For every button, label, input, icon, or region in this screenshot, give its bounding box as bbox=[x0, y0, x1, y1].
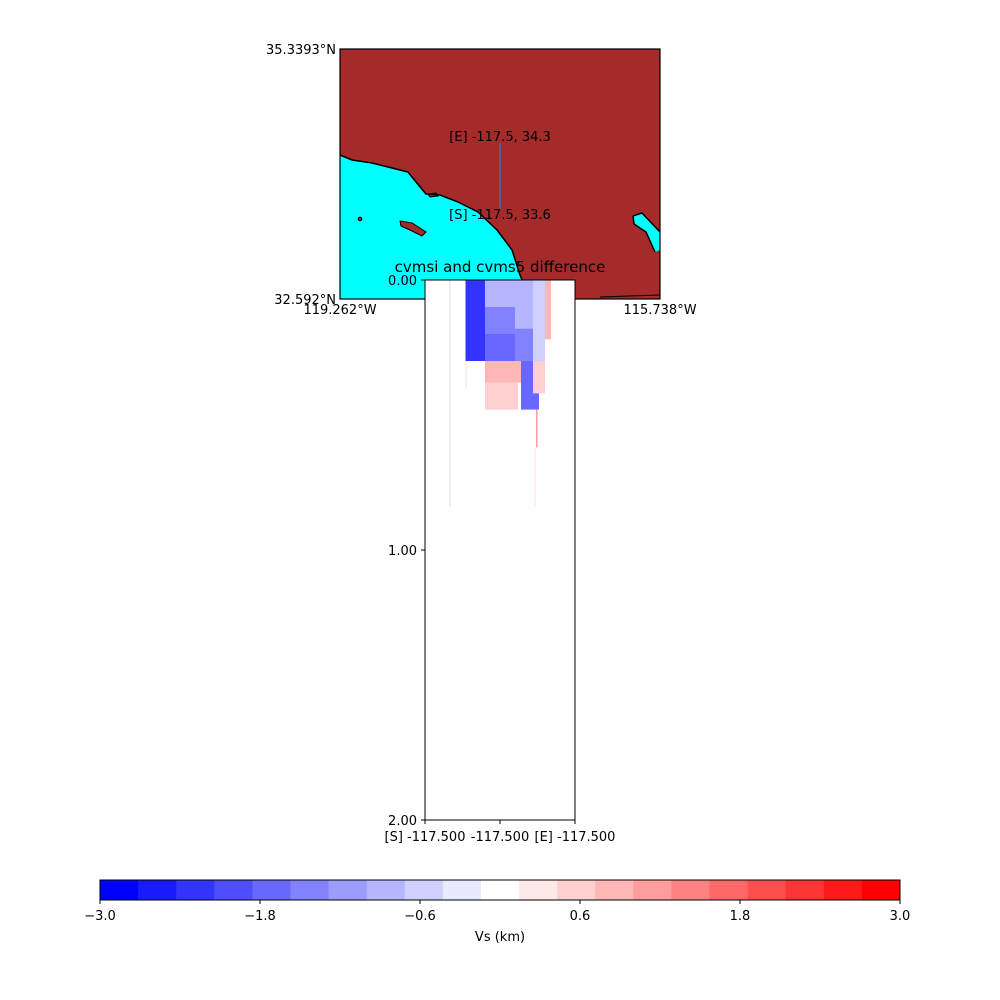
x-axis: [S] -117.500 -117.500 [E] -117.500 bbox=[385, 820, 616, 845]
colorbar-swatch bbox=[557, 880, 596, 900]
colorbar-frame bbox=[99, 879, 901, 901]
colorbar-swatch bbox=[823, 880, 863, 900]
colorbar-swatch bbox=[252, 880, 291, 900]
colorbar-swatch bbox=[328, 880, 368, 900]
heatmap-cells bbox=[449, 280, 551, 507]
heatmap-cell bbox=[536, 409, 538, 448]
end-point-label: [E] -117.5, 34.3 bbox=[449, 130, 551, 145]
lon-left-label: 119.262°W bbox=[303, 303, 376, 318]
colorbar-swatch bbox=[214, 880, 253, 900]
heatmap-cell bbox=[485, 334, 515, 361]
plot-title: cvmsi and cvms5 difference bbox=[395, 258, 606, 276]
heatmap-cell bbox=[465, 361, 467, 388]
colorbar-swatch bbox=[747, 880, 787, 900]
colorbar-label: Vs (km) bbox=[475, 930, 525, 945]
colorbar-swatches bbox=[100, 880, 901, 900]
x-tick-label: [E] -117.500 bbox=[535, 830, 616, 845]
x-tick-label: -117.500 bbox=[471, 830, 529, 845]
heatmap-cell bbox=[533, 361, 545, 394]
heatmap-cell bbox=[465, 280, 485, 361]
island bbox=[357, 216, 363, 222]
map-water bbox=[340, 155, 530, 299]
colorbar-swatch bbox=[404, 880, 444, 900]
heatmap-cell bbox=[485, 382, 518, 410]
lat-top-label: 35.3393°N bbox=[266, 43, 336, 58]
island bbox=[399, 220, 427, 237]
heatmap-cell bbox=[449, 280, 451, 507]
colorbar-swatch bbox=[176, 880, 215, 900]
heatmap-cell bbox=[534, 447, 536, 507]
colorbar-swatch bbox=[442, 880, 482, 900]
y-tick-label: 2.00 bbox=[388, 814, 417, 829]
colorbar-tick-label: −1.8 bbox=[244, 909, 276, 924]
colorbar-tick-label: 3.0 bbox=[890, 909, 911, 924]
colorbar-swatch bbox=[671, 880, 711, 900]
heatmap-cell bbox=[533, 280, 545, 361]
colorbar-swatch bbox=[480, 880, 520, 900]
colorbar-swatch bbox=[709, 880, 749, 900]
border-line bbox=[599, 294, 661, 298]
heatmap-cell bbox=[515, 328, 533, 361]
lon-right-label: 115.738°W bbox=[623, 303, 696, 318]
y-tick-label: 0.00 bbox=[388, 274, 417, 289]
colorbar-tick-label: −3.0 bbox=[84, 909, 116, 924]
colorbar-swatch bbox=[633, 880, 672, 900]
heatmap-cell bbox=[545, 280, 551, 340]
colorbar: −3.0 −1.8 −0.6 0.6 1.8 3.0 Vs (km) bbox=[84, 879, 910, 945]
colorbar-tick-label: 1.8 bbox=[730, 909, 751, 924]
location-map: [E] -117.5, 34.3 [S] -117.5, 33.6 35.339… bbox=[266, 43, 697, 318]
heatmap-cell bbox=[485, 307, 515, 334]
colorbar-swatch bbox=[595, 880, 634, 900]
colorbar-swatch bbox=[785, 880, 825, 900]
colorbar-tick-label: −0.6 bbox=[404, 909, 436, 924]
start-point-label: [S] -117.5, 33.6 bbox=[449, 208, 551, 223]
colorbar-swatch bbox=[519, 880, 558, 900]
colorbar-swatch bbox=[861, 880, 901, 900]
colorbar-swatch bbox=[366, 880, 406, 900]
heatmap-cell bbox=[485, 361, 518, 383]
coastline-east bbox=[632, 212, 661, 253]
cross-section-plot: cvmsi and cvms5 difference 0.001.002.00 … bbox=[385, 258, 616, 845]
x-tick-label: [S] -117.500 bbox=[385, 830, 466, 845]
lat-bottom-label: 32.592°N bbox=[274, 293, 336, 308]
colorbar-swatch bbox=[138, 880, 177, 900]
colorbar-swatch bbox=[290, 880, 330, 900]
coastline bbox=[339, 154, 531, 300]
y-tick-label: 1.00 bbox=[388, 544, 417, 559]
colorbar-swatch bbox=[100, 880, 139, 900]
heatmap-cell bbox=[515, 280, 533, 329]
colorbar-tick-label: 0.6 bbox=[570, 909, 591, 924]
y-axis: 0.00 1.00 2.00 bbox=[388, 274, 425, 829]
colorbar-ticks: −3.0 −1.8 −0.6 0.6 1.8 3.0 bbox=[84, 900, 910, 924]
heatmap-cell bbox=[485, 280, 515, 307]
